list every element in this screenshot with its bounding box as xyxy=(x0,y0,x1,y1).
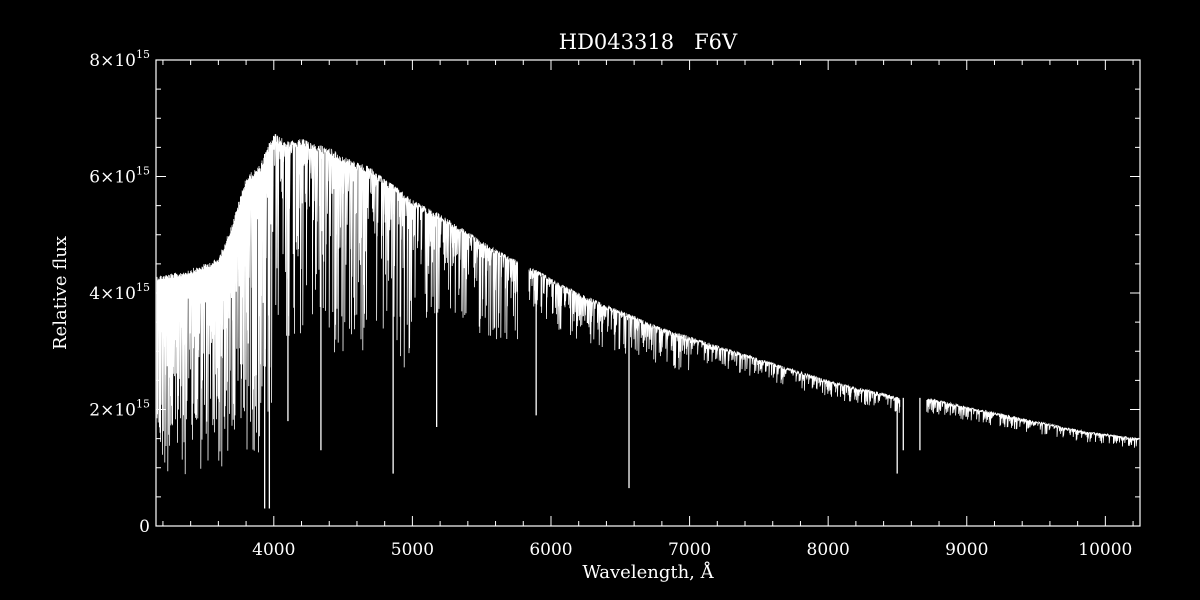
x-axis-label: Wavelength, Å xyxy=(582,561,714,583)
spectrum-line xyxy=(926,398,1139,448)
spectrum-layer xyxy=(156,133,1139,509)
y-tick-label: 0 xyxy=(139,517,150,537)
x-tick-label: 4000 xyxy=(252,540,295,560)
x-tick-label: 7000 xyxy=(668,540,711,560)
y-axis-label: Relative flux xyxy=(50,236,71,350)
x-tick-label: 10000 xyxy=(1078,540,1132,560)
chart-title: HD043318 F6V xyxy=(559,30,738,54)
spectrum-line xyxy=(528,267,901,413)
y-tick-label: 4×1015 xyxy=(89,281,150,304)
y-tick-label: 8×1015 xyxy=(89,48,150,71)
y-tick-label: 2×1015 xyxy=(89,398,150,421)
x-tick-label: 5000 xyxy=(391,540,434,560)
tick-layer xyxy=(156,59,1140,527)
tick-label-layer: 4000 5000 6000 7000 8000 9000 10000 0 2×1015 4×10… xyxy=(89,48,1132,560)
y-tick-label: 6×1015 xyxy=(89,165,150,188)
spectrum-line xyxy=(156,133,518,475)
x-tick-label: 6000 xyxy=(529,540,572,560)
x-tick-label: 8000 xyxy=(807,540,850,560)
x-tick-label: 9000 xyxy=(945,540,988,560)
